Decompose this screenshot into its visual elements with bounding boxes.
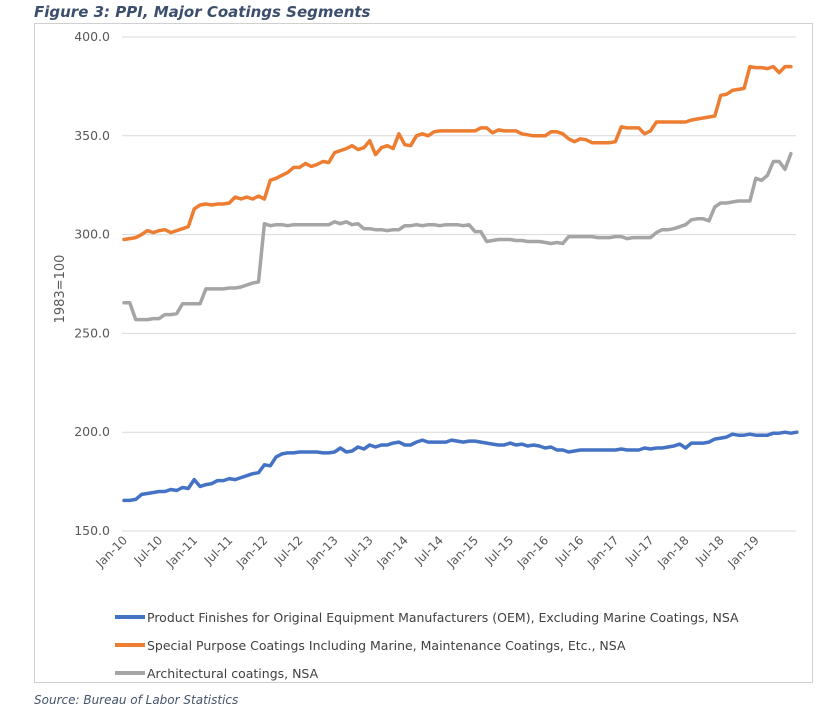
y-tick-label: 200.0 xyxy=(74,424,110,439)
x-tick-label: Jan-11 xyxy=(163,533,201,571)
x-tick-label: Jul-15 xyxy=(482,533,517,568)
y-tick-label: 400.0 xyxy=(74,29,110,44)
x-tick-label: Jan-17 xyxy=(584,533,622,571)
legend-swatch xyxy=(115,643,145,647)
x-tick-label: Jul-11 xyxy=(201,533,236,568)
x-tick-label: Jan-13 xyxy=(303,533,341,571)
gridlines xyxy=(122,36,796,532)
legend: Product Finishes for Original Equipment … xyxy=(115,603,739,687)
x-tick-label: Jul-16 xyxy=(552,533,587,568)
y-axis-ticks: 400.0 350.0 300.0 250.0 200.0 150.0 xyxy=(74,29,110,538)
x-tick-label: Jan-15 xyxy=(444,533,482,571)
legend-item-architectural: Architectural coatings, NSA xyxy=(115,659,739,687)
legend-label: Product Finishes for Original Equipment … xyxy=(147,609,739,625)
y-tick-label: 350.0 xyxy=(74,128,110,143)
legend-swatch xyxy=(115,615,145,619)
series-line-special-purpose xyxy=(122,64,793,242)
series-line-oem xyxy=(122,430,799,503)
x-tick-label: Jan-10 xyxy=(93,533,131,571)
x-tick-label: Jan-16 xyxy=(514,533,552,571)
x-tick-label: Jan-12 xyxy=(233,533,271,571)
series-line-architectural xyxy=(122,151,793,322)
x-tick-label: Jan-18 xyxy=(654,533,692,571)
series-lines xyxy=(122,64,799,503)
legend-item-oem: Product Finishes for Original Equipment … xyxy=(115,603,739,631)
y-tick-label: 150.0 xyxy=(74,523,110,538)
x-tick-label: Jan-19 xyxy=(724,533,762,571)
y-axis-label: 1983=100 xyxy=(53,255,68,324)
chart-frame xyxy=(34,23,813,683)
legend-swatch xyxy=(115,671,145,675)
legend-label: Architectural coatings, NSA xyxy=(147,665,319,681)
x-tick-label: Jul-13 xyxy=(341,533,376,568)
y-tick-label: 300.0 xyxy=(74,227,110,242)
x-tick-label: Jul-14 xyxy=(411,533,446,568)
source-note: Source: Bureau of Labor Statistics xyxy=(34,693,239,707)
x-tick-label: Jul-10 xyxy=(131,533,166,568)
legend-item-special-purpose: Special Purpose Coatings Including Marin… xyxy=(115,631,739,659)
x-tick-label: Jul-18 xyxy=(692,533,727,568)
x-tick-label: Jul-12 xyxy=(271,533,306,568)
x-tick-label: Jul-17 xyxy=(622,533,657,568)
legend-label: Special Purpose Coatings Including Marin… xyxy=(147,637,626,653)
figure-title: Figure 3: PPI, Major Coatings Segments xyxy=(34,3,371,21)
y-tick-label: 250.0 xyxy=(74,325,110,340)
x-tick-label: Jan-14 xyxy=(373,533,411,571)
